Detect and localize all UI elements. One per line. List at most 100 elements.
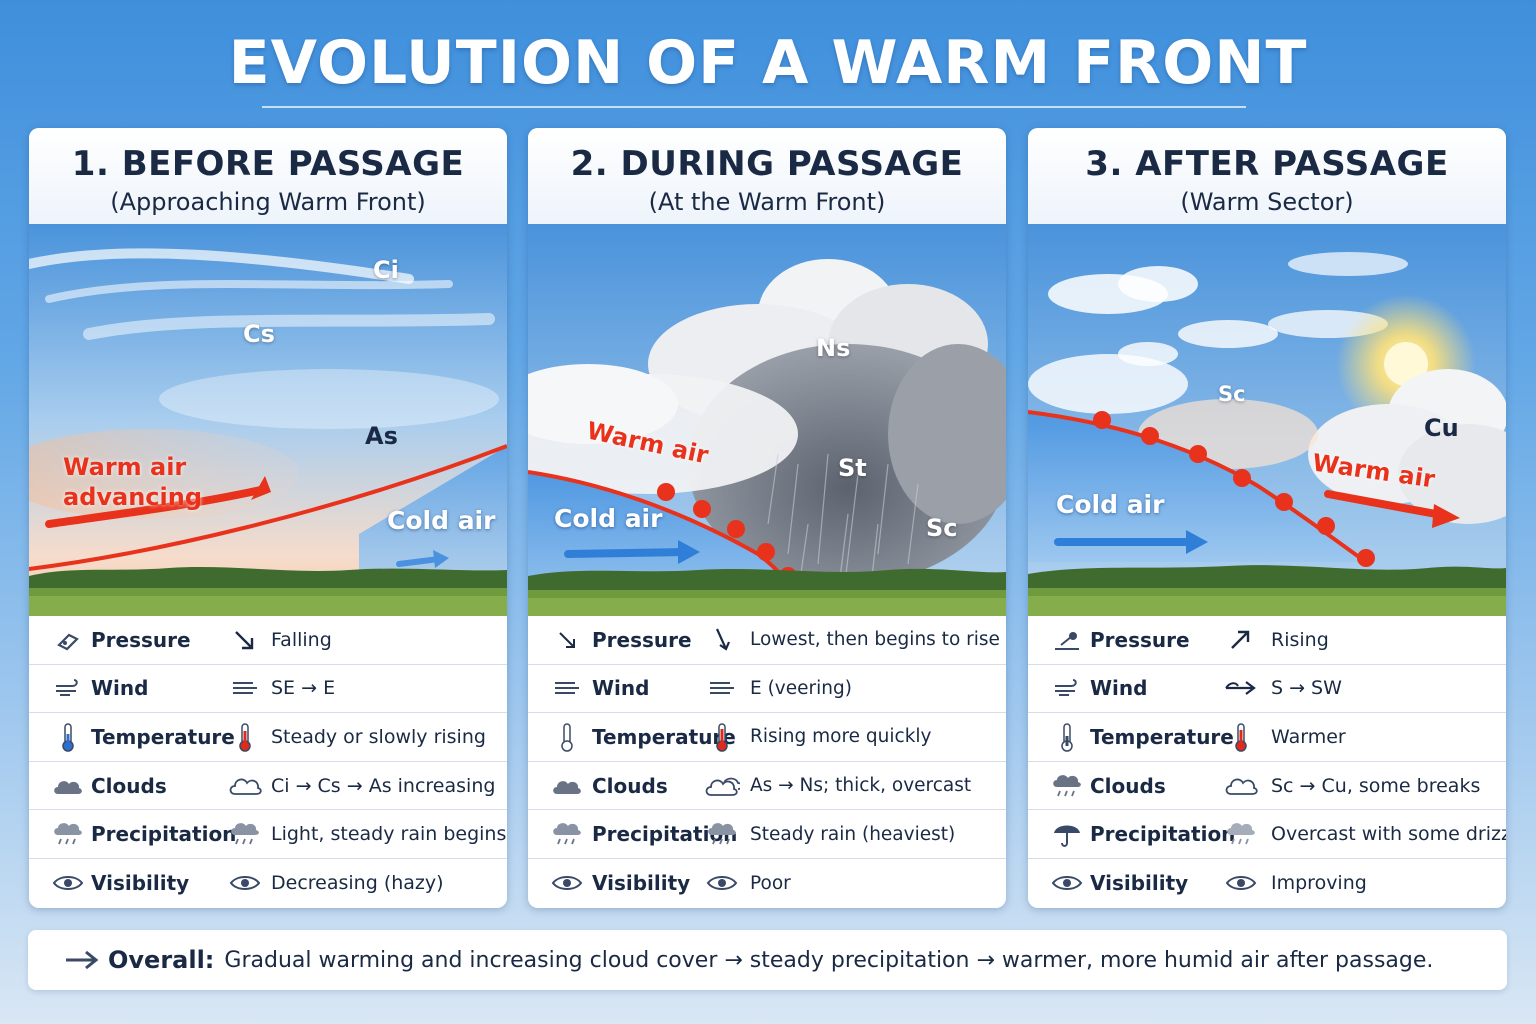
row-param: Temperature bbox=[91, 724, 235, 749]
row-clouds: Clouds Ci → Cs → As increasing bbox=[29, 762, 507, 811]
rain-cloud-icon bbox=[550, 821, 584, 847]
row-value: Steady or slowly rising bbox=[271, 725, 486, 748]
row-param: Temperature bbox=[1090, 724, 1234, 749]
row-wind: Wind E (veering) bbox=[528, 665, 1006, 714]
row-temperature: Temperature Steady or slowly rising bbox=[29, 713, 507, 762]
rain-cloud-icon bbox=[704, 821, 740, 847]
row-param: Visibility bbox=[1090, 871, 1189, 896]
row-param: Pressure bbox=[592, 627, 692, 652]
row-param: Precipitation bbox=[1090, 822, 1236, 847]
row-pressure: Pressure Falling bbox=[29, 616, 507, 665]
label-warm-air-advancing: advancing bbox=[63, 483, 203, 511]
panel-title: 3. AFTER PASSAGE bbox=[1085, 144, 1449, 184]
wind-icon bbox=[550, 675, 584, 701]
row-value: Steady rain (heaviest) bbox=[750, 823, 956, 845]
row-param: Wind bbox=[592, 676, 650, 701]
panel-header: 1. BEFORE PASSAGE (Approaching Warm Fron… bbox=[29, 128, 507, 224]
thermometer-warm-icon bbox=[1223, 723, 1259, 752]
rain-cloud-icon bbox=[1223, 821, 1259, 847]
row-visibility: Visibility Decreasing (hazy) bbox=[29, 859, 507, 908]
title-divider bbox=[262, 106, 1246, 108]
row-wind: Wind SE → E bbox=[29, 665, 507, 714]
row-value: Decreasing (hazy) bbox=[271, 872, 444, 895]
row-value: Rising more quickly bbox=[750, 726, 932, 748]
label-cirrostratus: Cs bbox=[243, 320, 275, 348]
wind-icon bbox=[704, 675, 740, 701]
thermometer-icon bbox=[1050, 723, 1084, 752]
thermometer-warm-icon bbox=[704, 723, 740, 752]
thermometer-icon bbox=[550, 723, 584, 752]
row-value: Improving bbox=[1271, 872, 1367, 895]
row-clouds: Clouds As → Ns; thick, overcast bbox=[528, 762, 1006, 811]
row-value: Light, steady rain begins bbox=[271, 823, 507, 846]
scene-after-passage: Sc Cu Warm air Cold air bbox=[1028, 224, 1506, 616]
eye-icon bbox=[51, 870, 85, 896]
label-cirrus: Ci bbox=[373, 256, 399, 284]
row-value: Sc → Cu, some breaks bbox=[1271, 774, 1481, 797]
label-cold-air: Cold air bbox=[387, 506, 496, 535]
scene-illustration bbox=[29, 224, 507, 616]
row-value: E (veering) bbox=[750, 677, 852, 699]
panel-title: 2. DURING PASSAGE bbox=[570, 144, 964, 184]
eye-icon bbox=[1050, 870, 1084, 896]
row-value: As → Ns; thick, overcast bbox=[750, 775, 972, 797]
conditions-table: Pressure Falling Wind SE → E Temperature… bbox=[29, 616, 507, 908]
row-param: Temperature bbox=[592, 724, 736, 749]
arrow-down-right-icon bbox=[550, 627, 584, 653]
wind-arrow-icon bbox=[1223, 675, 1259, 701]
arrow-down-right-icon bbox=[227, 627, 263, 653]
scene-during-passage: Ns St Sc Warm air Cold air bbox=[528, 224, 1006, 616]
row-clouds: Clouds Sc → Cu, some breaks bbox=[1028, 762, 1506, 811]
row-param: Clouds bbox=[592, 773, 668, 798]
row-value: S → SW bbox=[1271, 677, 1342, 700]
arrow-down-icon bbox=[704, 627, 740, 653]
row-value: Lowest, then begins to rise bbox=[750, 629, 1000, 651]
row-pressure: Pressure Rising bbox=[1028, 616, 1506, 665]
row-param: Clouds bbox=[1090, 773, 1166, 798]
label-cold-air: Cold air bbox=[1056, 490, 1165, 519]
eye-icon bbox=[1223, 870, 1259, 896]
row-precipitation: Precipitation Light, steady rain begins bbox=[29, 810, 507, 859]
umbrella-icon bbox=[1050, 821, 1084, 848]
scene-illustration bbox=[528, 224, 1006, 616]
row-value: Warmer bbox=[1271, 725, 1346, 748]
label-stratocumulus: Sc bbox=[1218, 382, 1246, 406]
summary-lead: Overall: bbox=[108, 946, 215, 974]
row-param: Pressure bbox=[1090, 627, 1190, 652]
row-value: Poor bbox=[750, 872, 791, 894]
panel-during-passage: 2. DURING PASSAGE (At the Warm Front) bbox=[528, 128, 1006, 908]
eye-icon bbox=[704, 870, 740, 896]
label-cumulus: Cu bbox=[1424, 414, 1459, 442]
panel-header: 3. AFTER PASSAGE (Warm Sector) bbox=[1028, 128, 1506, 224]
conditions-table: Pressure Lowest, then begins to rise Win… bbox=[528, 616, 1006, 908]
row-wind: Wind S → SW bbox=[1028, 665, 1506, 714]
pressure-gauge-icon bbox=[1050, 627, 1084, 653]
row-visibility: Visibility Poor bbox=[528, 859, 1006, 908]
eye-icon bbox=[227, 870, 263, 896]
wind-icon bbox=[227, 675, 263, 701]
wind-icon bbox=[1050, 675, 1084, 701]
scene-illustration bbox=[1028, 224, 1506, 616]
row-param: Precipitation bbox=[91, 822, 237, 847]
row-precipitation: Precipitation Steady rain (heaviest) bbox=[528, 810, 1006, 859]
row-param: Wind bbox=[1090, 676, 1148, 701]
row-param: Wind bbox=[91, 676, 149, 701]
row-value: Overcast with some drizzle bbox=[1271, 823, 1506, 846]
row-param: Pressure bbox=[91, 627, 191, 652]
wind-icon bbox=[51, 675, 85, 701]
panel-before-passage: 1. BEFORE PASSAGE (Approaching Warm Fron… bbox=[29, 128, 507, 908]
cloud-outline-icon bbox=[1223, 773, 1259, 799]
cloud-outline-icon bbox=[227, 773, 263, 799]
summary-bar: Overall: Gradual warming and increasing … bbox=[28, 930, 1507, 990]
label-warm-air: Warm air bbox=[63, 453, 187, 481]
cloud-icon bbox=[550, 773, 584, 799]
panel-subtitle: (Warm Sector) bbox=[1180, 188, 1354, 216]
row-temperature: Temperature Warmer bbox=[1028, 713, 1506, 762]
label-stratus: St bbox=[838, 454, 867, 482]
row-value: SE → E bbox=[271, 677, 336, 700]
panel-header: 2. DURING PASSAGE (At the Warm Front) bbox=[528, 128, 1006, 224]
main-title: EVOLUTION OF A WARM FRONT bbox=[228, 28, 1308, 98]
row-pressure: Pressure Lowest, then begins to rise bbox=[528, 616, 1006, 665]
conditions-table: Pressure Rising Wind S → SW Temperature … bbox=[1028, 616, 1506, 908]
panel-subtitle: (Approaching Warm Front) bbox=[110, 188, 426, 216]
